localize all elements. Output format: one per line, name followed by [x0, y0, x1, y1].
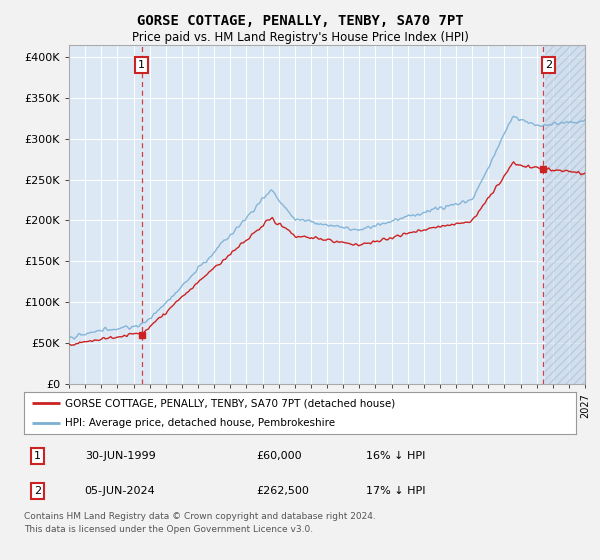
Text: Contains HM Land Registry data © Crown copyright and database right 2024.
This d: Contains HM Land Registry data © Crown c…	[24, 512, 376, 534]
Bar	[545, 45, 585, 384]
Text: 1: 1	[34, 451, 41, 461]
Text: 30-JUN-1999: 30-JUN-1999	[85, 451, 155, 461]
Text: 05-JUN-2024: 05-JUN-2024	[85, 486, 155, 496]
Text: GORSE COTTAGE, PENALLY, TENBY, SA70 7PT (detached house): GORSE COTTAGE, PENALLY, TENBY, SA70 7PT …	[65, 398, 395, 408]
Text: 16% ↓ HPI: 16% ↓ HPI	[366, 451, 425, 461]
Text: £60,000: £60,000	[256, 451, 301, 461]
Text: 17% ↓ HPI: 17% ↓ HPI	[366, 486, 426, 496]
Text: 2: 2	[34, 486, 41, 496]
Text: GORSE COTTAGE, PENALLY, TENBY, SA70 7PT: GORSE COTTAGE, PENALLY, TENBY, SA70 7PT	[137, 14, 463, 28]
Text: Price paid vs. HM Land Registry's House Price Index (HPI): Price paid vs. HM Land Registry's House …	[131, 31, 469, 44]
Text: £262,500: £262,500	[256, 486, 309, 496]
Text: HPI: Average price, detached house, Pembrokeshire: HPI: Average price, detached house, Pemb…	[65, 418, 335, 428]
Text: 1: 1	[138, 60, 145, 70]
Text: 2: 2	[545, 60, 552, 70]
